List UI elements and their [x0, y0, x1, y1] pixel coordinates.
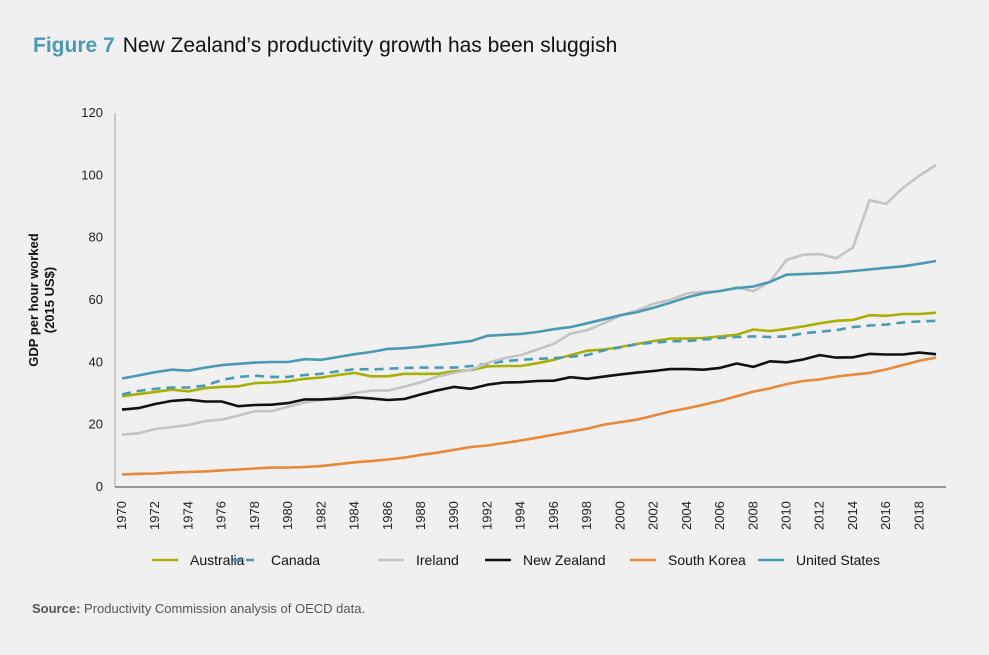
legend-label: New Zealand: [523, 552, 606, 568]
x-tick-label: 2002: [646, 501, 661, 530]
x-tick-label: 1996: [546, 501, 561, 530]
figure-title: Figure 7 New Zealand’s productivity growt…: [33, 34, 617, 58]
x-tick-label: 1972: [147, 501, 162, 530]
legend-label: Australia: [190, 552, 245, 568]
figure-label: Figure 7: [33, 34, 115, 57]
x-tick-label: 1974: [180, 501, 195, 530]
x-tick-label: 1976: [214, 501, 229, 530]
x-tick-label: 2012: [812, 501, 827, 530]
legend: Australia Canada Ireland New Zealand South K…: [152, 552, 880, 568]
y-tick-label: 0: [96, 479, 103, 494]
x-tick-label: 1994: [513, 501, 528, 530]
x-tick-label: 1990: [446, 501, 461, 530]
series-line-australia: [121, 311, 937, 398]
x-tick-label: 1980: [280, 501, 295, 530]
x-tick-label: 2014: [845, 501, 860, 530]
y-tick-label: 60: [89, 292, 103, 307]
series-line-united-states: [121, 259, 937, 380]
x-tick-label: 1986: [380, 501, 395, 530]
y-tick-label: 120: [81, 105, 103, 120]
y-axis-label: GDP per hour worked (2015 US$): [26, 233, 57, 366]
y-axis-ticks: 0 20 40 60 80 100 120: [81, 105, 103, 494]
x-tick-label: 1984: [347, 501, 362, 530]
x-tick-label: 2000: [612, 501, 627, 530]
y-axis-label-line: (2015 US$): [42, 267, 57, 333]
x-tick-label: 2008: [745, 501, 760, 530]
x-tick-label: 1988: [413, 501, 428, 530]
series-line-south-korea: [121, 356, 937, 476]
series-line-ireland: [121, 163, 937, 436]
x-tick-label: 2010: [778, 501, 793, 530]
source-note: Source: Productivity Commission analysis…: [32, 601, 365, 616]
series-line-canada: [121, 319, 937, 396]
series-line-new-zealand: [121, 351, 937, 411]
x-axis-ticks: 1970 1972 1974 1976 1978 1980 1982 1984 1986 1988…: [114, 501, 926, 530]
x-tick-label: 2004: [679, 501, 694, 530]
x-tick-label: 1998: [579, 501, 594, 530]
legend-label: Canada: [271, 552, 320, 568]
legend-label: Ireland: [416, 552, 459, 568]
legend-label: South Korea: [668, 552, 746, 568]
x-tick-label: 2006: [712, 501, 727, 530]
y-tick-label: 100: [81, 167, 103, 182]
x-tick-label: 2018: [911, 501, 926, 530]
y-axis-label-line: GDP per hour worked: [26, 233, 41, 366]
y-tick-label: 20: [89, 417, 103, 432]
figure-title-text: New Zealand’s productivity growth has be…: [122, 34, 618, 57]
x-tick-label: 2016: [878, 501, 893, 530]
legend-label: United States: [796, 552, 880, 568]
x-tick-label: 1970: [114, 501, 129, 530]
series-lines: [121, 163, 937, 476]
y-tick-label: 40: [89, 354, 103, 369]
x-tick-label: 1978: [247, 501, 262, 530]
x-tick-label: 1982: [313, 501, 328, 530]
x-tick-label: 1992: [479, 501, 494, 530]
source-text: Productivity Commission analysis of OECD…: [80, 601, 366, 616]
source-label: Source:: [32, 601, 81, 616]
y-tick-label: 80: [89, 230, 103, 245]
